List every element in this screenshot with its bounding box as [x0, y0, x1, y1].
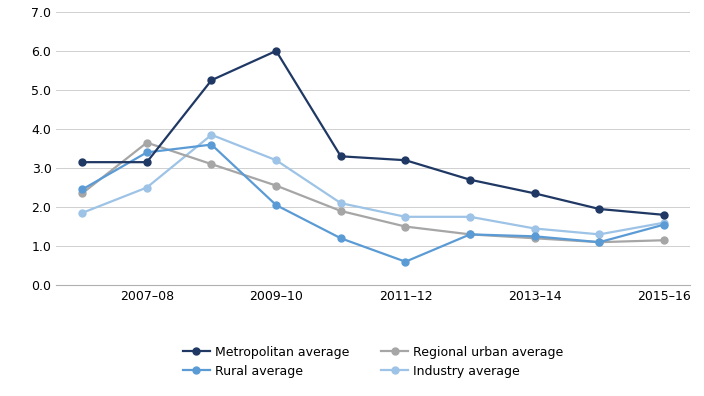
Industry average: [272, 158, 280, 163]
Line: Regional urban average: Regional urban average: [79, 139, 667, 246]
Regional urban average: [143, 140, 151, 145]
Industry average: [531, 226, 539, 231]
Metropolitan average: [531, 191, 539, 196]
Legend: Metropolitan average, Rural average, Regional urban average, Industry average: Metropolitan average, Rural average, Reg…: [177, 341, 569, 383]
Rural average: [78, 187, 87, 192]
Metropolitan average: [660, 213, 668, 217]
Metropolitan average: [272, 49, 280, 53]
Industry average: [207, 132, 215, 137]
Rural average: [595, 240, 603, 245]
Rural average: [207, 142, 215, 147]
Metropolitan average: [466, 177, 474, 182]
Rural average: [143, 150, 151, 155]
Rural average: [337, 236, 345, 241]
Regional urban average: [401, 224, 410, 229]
Line: Rural average: Rural average: [79, 141, 667, 265]
Metropolitan average: [595, 207, 603, 211]
Industry average: [337, 201, 345, 206]
Regional urban average: [531, 236, 539, 241]
Metropolitan average: [78, 160, 87, 164]
Regional urban average: [337, 209, 345, 213]
Metropolitan average: [143, 160, 151, 164]
Industry average: [78, 211, 87, 215]
Metropolitan average: [337, 154, 345, 159]
Regional urban average: [207, 162, 215, 166]
Rural average: [660, 222, 668, 227]
Rural average: [401, 259, 410, 264]
Rural average: [531, 234, 539, 239]
Industry average: [466, 215, 474, 219]
Regional urban average: [78, 191, 87, 196]
Regional urban average: [272, 183, 280, 188]
Rural average: [272, 203, 280, 208]
Line: Metropolitan average: Metropolitan average: [79, 48, 667, 218]
Regional urban average: [466, 232, 474, 237]
Metropolitan average: [207, 78, 215, 82]
Line: Industry average: Industry average: [79, 131, 667, 238]
Industry average: [143, 185, 151, 190]
Industry average: [660, 220, 668, 225]
Metropolitan average: [401, 158, 410, 163]
Industry average: [401, 215, 410, 219]
Industry average: [595, 232, 603, 237]
Regional urban average: [660, 238, 668, 243]
Rural average: [466, 232, 474, 237]
Regional urban average: [595, 240, 603, 245]
